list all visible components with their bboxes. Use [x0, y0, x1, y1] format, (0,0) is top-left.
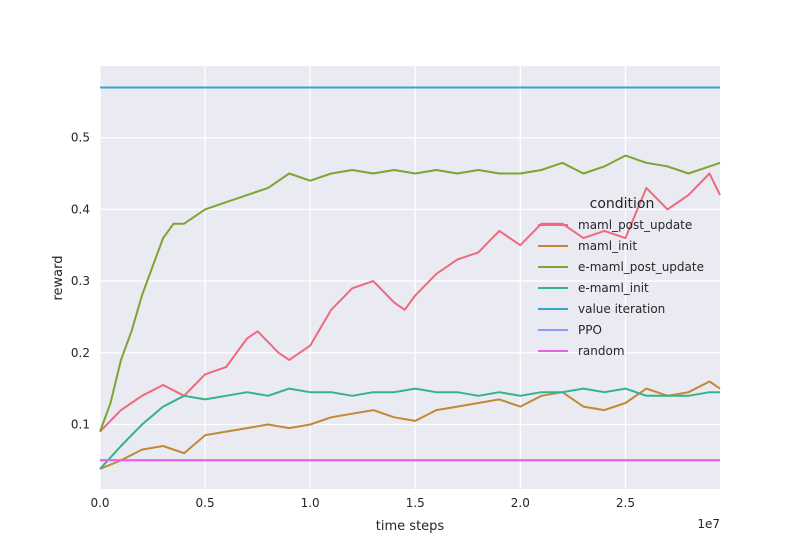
- series-line-maml-init: [99, 380, 721, 470]
- x-tick-label: 0.0: [90, 496, 109, 510]
- y-tick-label: 0.3: [71, 274, 90, 288]
- plot-background: [100, 66, 720, 489]
- tick-labels: 0.0 0.5 1.0 1.5 2.0 2.5 0.1 0.2 0.3 0.4 0.5: [71, 131, 635, 510]
- x-axis-offset-label: 1e7: [697, 517, 720, 531]
- legend-label: e-maml_init: [578, 281, 649, 295]
- y-tick-label: 0.1: [71, 417, 90, 431]
- x-tick-label: 0.5: [196, 496, 215, 510]
- x-tick-label: 1.0: [301, 496, 320, 510]
- series-line-maml-post-update: [99, 172, 721, 433]
- y-tick-label: 0.5: [71, 131, 90, 145]
- y-tick-label: 0.2: [71, 346, 90, 360]
- x-tick-label: 2.5: [616, 496, 635, 510]
- legend-label: random: [578, 344, 625, 358]
- x-axis-label: time steps: [376, 519, 445, 534]
- x-tick-label: 2.0: [511, 496, 530, 510]
- grid: [99, 66, 720, 489]
- legend: condition maml_post_update maml_init e-mam…: [538, 196, 704, 358]
- series-line-e-maml-post-update: [99, 154, 721, 432]
- series-layer: [99, 86, 721, 470]
- series-line-e-maml-init: [99, 387, 720, 470]
- legend-label: value iteration: [578, 302, 665, 316]
- legend-label: PPO: [578, 323, 602, 337]
- y-tick-label: 0.4: [71, 202, 90, 216]
- legend-title: condition: [590, 196, 655, 212]
- legend-label: maml_post_update: [578, 218, 692, 232]
- y-axis-label: reward: [51, 255, 66, 300]
- legend-label: maml_init: [578, 239, 637, 253]
- legend-label: e-maml_post_update: [578, 260, 704, 274]
- x-tick-label: 1.5: [406, 496, 425, 510]
